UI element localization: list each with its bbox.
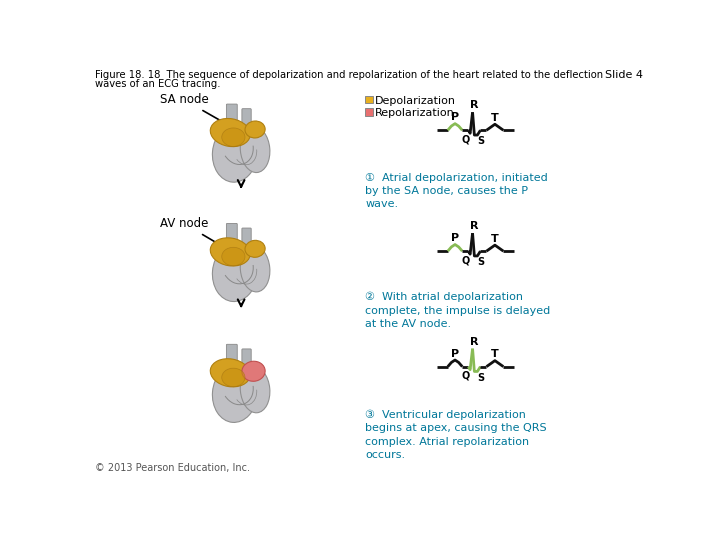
Ellipse shape xyxy=(212,244,258,301)
Ellipse shape xyxy=(222,368,245,387)
Text: SA node: SA node xyxy=(160,93,231,126)
Text: ①  Atrial depolarization, initiated
by the SA node, causes the P
wave.: ① Atrial depolarization, initiated by th… xyxy=(365,173,548,209)
Ellipse shape xyxy=(240,367,270,413)
Text: P: P xyxy=(451,233,459,244)
Text: Q: Q xyxy=(462,134,469,145)
FancyBboxPatch shape xyxy=(365,108,373,116)
FancyBboxPatch shape xyxy=(242,109,251,129)
FancyBboxPatch shape xyxy=(242,349,251,369)
Text: T: T xyxy=(491,349,499,360)
Ellipse shape xyxy=(245,121,265,138)
Text: R: R xyxy=(469,337,478,347)
Text: R: R xyxy=(469,100,478,111)
FancyBboxPatch shape xyxy=(226,224,238,248)
Text: P: P xyxy=(451,112,459,123)
Text: Depolarization: Depolarization xyxy=(375,96,456,106)
Ellipse shape xyxy=(245,240,265,258)
FancyBboxPatch shape xyxy=(242,228,251,248)
Text: T: T xyxy=(491,234,499,244)
Ellipse shape xyxy=(212,125,258,182)
Text: S: S xyxy=(477,373,484,383)
FancyBboxPatch shape xyxy=(365,96,373,103)
Text: waves of an ECG tracing.: waves of an ECG tracing. xyxy=(96,79,221,90)
Text: Q: Q xyxy=(462,371,469,381)
Ellipse shape xyxy=(242,361,265,381)
Ellipse shape xyxy=(240,246,270,292)
Ellipse shape xyxy=(240,126,270,173)
Ellipse shape xyxy=(222,247,245,266)
Ellipse shape xyxy=(210,238,251,266)
Text: Slide 4: Slide 4 xyxy=(605,70,642,80)
Text: S: S xyxy=(477,136,484,146)
Text: Repolarization: Repolarization xyxy=(375,108,455,118)
Text: ③  Ventricular depolarization
begins at apex, causing the QRS
complex. Atrial re: ③ Ventricular depolarization begins at a… xyxy=(365,410,546,460)
Text: Figure 18. 18  The sequence of depolarization and repolarization of the heart re: Figure 18. 18 The sequence of depolariza… xyxy=(96,70,603,80)
Text: P: P xyxy=(451,349,459,359)
Text: AV node: AV node xyxy=(160,217,235,254)
Text: S: S xyxy=(477,257,484,267)
Text: ②  With atrial depolarization
complete, the impulse is delayed
at the AV node.: ② With atrial depolarization complete, t… xyxy=(365,292,550,329)
Text: Q: Q xyxy=(462,255,469,265)
Text: R: R xyxy=(469,221,478,231)
FancyBboxPatch shape xyxy=(226,345,238,369)
Ellipse shape xyxy=(222,128,245,146)
Text: © 2013 Pearson Education, Inc.: © 2013 Pearson Education, Inc. xyxy=(96,463,251,473)
Ellipse shape xyxy=(212,364,258,422)
Ellipse shape xyxy=(210,118,251,147)
Ellipse shape xyxy=(210,359,251,387)
FancyBboxPatch shape xyxy=(226,104,238,129)
Text: T: T xyxy=(491,113,499,123)
